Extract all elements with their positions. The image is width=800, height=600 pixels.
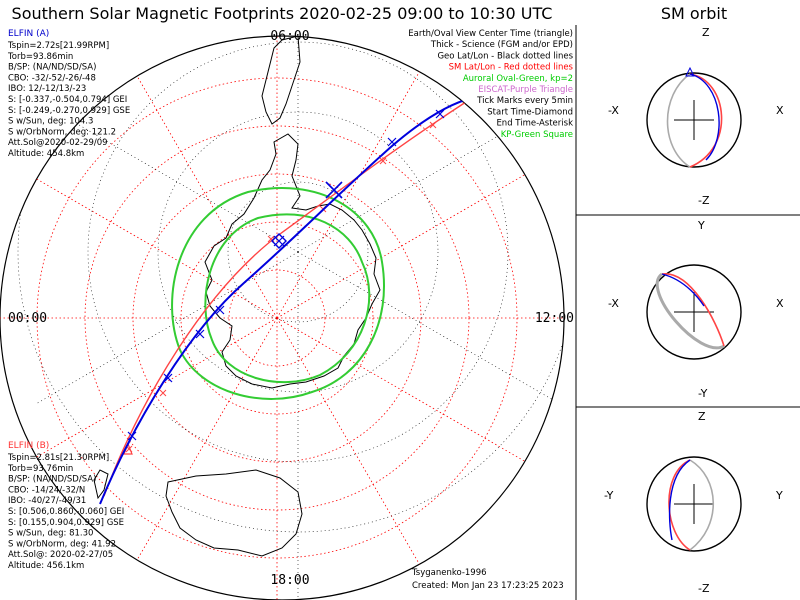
australia-coast	[165, 469, 303, 557]
elfin-a-info-line: S w/OrbNorm, deg: 121.2	[8, 127, 116, 137]
panel2-left: -X	[608, 297, 619, 310]
sm-panel-xz: Z -Z -X X	[608, 26, 784, 207]
lt-label-bottom: 18:00	[270, 573, 309, 588]
coastlines	[93, 36, 553, 557]
auroral-ovals	[171, 187, 385, 400]
sm-panel-xy: Y -Y -X X	[608, 219, 784, 400]
elfin-a-info-line: CBO: -32/-52/-26/-48	[8, 73, 96, 83]
elfin-a-info-line: Att.Sol@2020-02-29/09	[8, 138, 108, 148]
elfin-a-start-diamond	[271, 233, 287, 249]
panel2-top: Y	[697, 219, 705, 232]
legend-item: EISCAT-Purple Triangle	[478, 85, 573, 95]
panel2-bottom: -Y	[698, 387, 708, 400]
lt-label-top: 06:00	[270, 29, 309, 44]
panel2-right: X	[776, 297, 784, 310]
elfin-b-info-line: Att.Sol@: 2020-02-27/05	[8, 550, 113, 560]
elfin-a-asterisk	[325, 181, 343, 199]
panel3-top: Z	[698, 410, 706, 423]
figure-title: Southern Solar Magnetic Footprints 2020-…	[12, 4, 553, 23]
new-zealand-coast	[93, 469, 109, 500]
polar-map: 06:00 00:00 12:00 18:00	[0, 29, 574, 600]
panel1-bottom: -Z	[698, 194, 710, 207]
created-label: Created: Mon Jan 23 17:23:25 2023	[412, 581, 564, 591]
model-label: Tsyganenko-1996	[411, 568, 487, 578]
elfin-a-ticks	[127, 109, 445, 441]
elfin-b-track	[103, 97, 473, 497]
antarctica-coast	[204, 133, 381, 389]
lt-label-right: 12:00	[535, 311, 574, 326]
legend-item: Thick - Science (FGM and/or EPD)	[430, 40, 573, 50]
lt-label-left: 00:00	[8, 311, 47, 326]
sm-orbit-panels: Z -Z -X X Y -Y -X X Z -Z	[575, 25, 800, 600]
elfin-b-info-line: Altitude: 456.1km	[8, 561, 84, 571]
elfin-b-info-line: B/SP: (NA/ND/SD/SA)	[8, 475, 96, 485]
elfin-b-info-line: IBO: -40/27/-49/31	[8, 496, 86, 506]
elfin-a-info-line: Tspin=2.72s[21.99RPM]	[7, 41, 109, 51]
panel3-bottom: -Z	[698, 582, 710, 595]
sm-panel-yz: Z -Z -Y Y	[604, 410, 783, 595]
elfin-b-info-line: Tspin=2.81s[21.30RPM]	[7, 453, 109, 463]
legend-item: KP-Green Square	[501, 130, 573, 140]
geo-latitude-circles	[17, 36, 564, 533]
elfin-b-info-line: S: [0.506,0.860,-0.060] GEI	[8, 507, 124, 517]
elfin-b-info-line: CBO: -14/24/-32/N	[8, 485, 85, 495]
legend-item: End Time-Asterisk	[496, 119, 573, 129]
sm-orbit-title: SM orbit	[661, 4, 727, 23]
panel3-left: -Y	[604, 489, 614, 502]
elfin-b-info-line: Torb=93.76min	[7, 464, 73, 474]
legend: Earth/Oval View Center Time (triangle)Th…	[408, 29, 573, 140]
elfin-a-info: ELFIN (A) Tspin=2.72s[21.99RPM]Torb=93.8…	[7, 29, 130, 159]
elfin-a-info-line: Altitude: 454.8km	[8, 149, 84, 159]
elfin-b-info-line: S w/OrbNorm, deg: 41.92	[8, 539, 116, 549]
elfin-a-info-line: B/SP: (NA/ND/SD/SA)	[8, 63, 96, 73]
elfin-a-name: ELFIN (A)	[8, 29, 49, 39]
legend-item: Geo Lat/Lon - Black dotted lines	[437, 51, 573, 61]
panel3-right: Y	[775, 489, 783, 502]
legend-item: Auroral Oval-Green, kp=2	[463, 74, 573, 84]
sm-longitude-lines	[0, 36, 564, 600]
elfin-a-track	[99, 97, 473, 505]
elfin-b-info: ELFIN (B) Tspin=2.81s[21.30RPM]Torb=93.7…	[7, 441, 124, 571]
elfin-b-name: ELFIN (B)	[8, 441, 49, 451]
elfin-a-info-line: S: [-0.249,-0.270,0.929] GSE	[8, 106, 130, 116]
elfin-b-info-line: S: [0.155,0.904,0.929] GSE	[8, 518, 124, 528]
panel1-top: Z	[702, 26, 710, 39]
south-america-coast	[261, 36, 301, 125]
elfin-b-info-line: S w/Sun, deg: 81.30	[8, 529, 93, 539]
elfin-a-info-line: Torb=93.86min	[7, 52, 73, 62]
map-boundary	[0, 35, 565, 600]
elfin-a-info-line: S: [-0.337,-0.504,0.794] GEI	[8, 95, 127, 105]
elfin-a-info-line: S w/Sun, deg: 104.3	[8, 117, 93, 127]
panel1-right: X	[776, 104, 784, 117]
legend-item: Earth/Oval View Center Time (triangle)	[408, 29, 573, 39]
legend-item: Start Time-Diamond	[487, 107, 573, 117]
legend-item: Tick Marks every 5min	[476, 96, 573, 106]
legend-item: SM Lat/Lon - Red dotted lines	[449, 63, 574, 73]
panel1-left: -X	[608, 104, 619, 117]
elfin-a-info-line: IBO: 12/-12/13/-23	[8, 84, 86, 94]
